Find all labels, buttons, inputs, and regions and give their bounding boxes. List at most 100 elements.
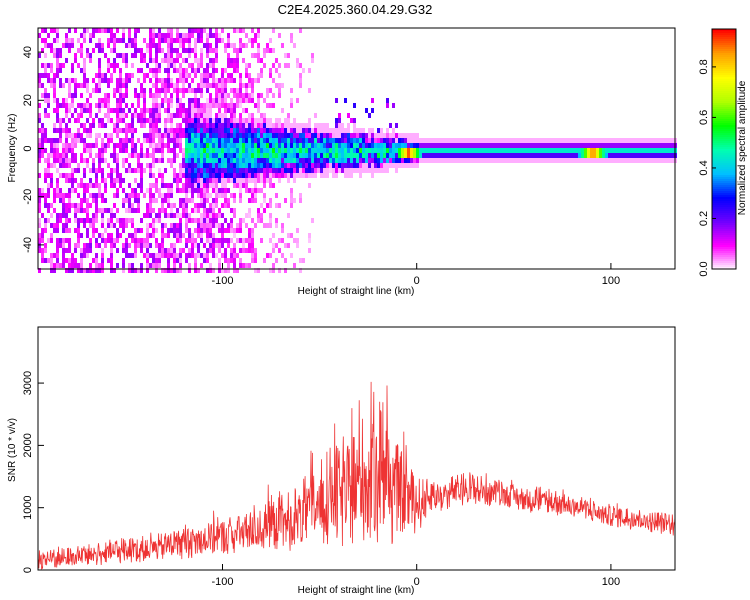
spectrogram-cell xyxy=(194,73,197,78)
spectrogram-cell xyxy=(194,253,197,258)
spectrogram-cell xyxy=(47,153,50,158)
spectrogram-cell xyxy=(44,43,47,48)
spectrogram-cell xyxy=(74,243,77,248)
spectrogram-cell xyxy=(428,138,431,143)
spectrogram-cell xyxy=(107,118,110,123)
spectrogram-cell xyxy=(215,68,218,73)
spectrogram-cell xyxy=(209,163,212,168)
spectrogram-cell xyxy=(548,138,551,143)
spectrogram-cell xyxy=(227,258,230,263)
spectrogram-cell xyxy=(233,108,236,113)
spectrogram-cell xyxy=(80,183,83,188)
spectrogram-cell xyxy=(317,133,320,138)
spectrogram-cell xyxy=(188,123,191,128)
spectrogram-cell xyxy=(179,258,182,263)
spectrogram-cell xyxy=(215,213,218,218)
spectrogram-cell xyxy=(524,158,527,163)
spectrogram-cell xyxy=(50,63,53,68)
spectrogram-cell xyxy=(221,223,224,228)
spectrogram-cell xyxy=(410,158,413,163)
spectrogram-cell xyxy=(242,243,245,248)
spectrogram-cell xyxy=(251,168,254,173)
spectrogram-cell xyxy=(398,153,401,158)
colorbar-strip xyxy=(712,99,736,101)
spectrogram-cell xyxy=(38,243,41,248)
spectrogram-cell xyxy=(65,143,68,148)
spectrogram-cell xyxy=(98,158,101,163)
spectrogram-cell xyxy=(53,78,56,83)
colorbar-strip xyxy=(712,121,736,123)
spectrogram-cell xyxy=(245,73,248,78)
spectrogram-cell xyxy=(371,168,374,173)
spectrogram-cell xyxy=(380,168,383,173)
spectrogram-cell xyxy=(434,138,437,143)
spectrogram-cell xyxy=(41,133,44,138)
spectrogram-cell xyxy=(215,183,218,188)
spectrogram-cell xyxy=(137,153,140,158)
spectrogram-cell xyxy=(236,133,239,138)
spectrogram-cell xyxy=(236,93,239,98)
spectrogram-cell xyxy=(170,158,173,163)
spectrogram-cell xyxy=(173,128,176,133)
spectrogram-cell xyxy=(179,178,182,183)
spectrogram-cell xyxy=(653,138,656,143)
spectrogram-cell xyxy=(272,123,275,128)
spectrogram-cell xyxy=(275,258,278,263)
spectrogram-cell xyxy=(269,38,272,43)
spectrogram-cell xyxy=(152,128,155,133)
spectrogram-cell xyxy=(143,98,146,103)
spectrogram-cell xyxy=(359,133,362,138)
spectrogram-cell xyxy=(257,143,260,148)
spectrogram-cell xyxy=(107,223,110,228)
spectrogram-cell xyxy=(59,238,62,243)
spectrogram-cell xyxy=(80,113,83,118)
spectrogram-cell xyxy=(614,148,617,153)
spectrogram-cell xyxy=(377,133,380,138)
spectrogram-cell xyxy=(269,153,272,158)
spectrogram-cell xyxy=(308,133,311,138)
spectrogram-cell xyxy=(242,93,245,98)
spectrogram-cell xyxy=(110,253,113,258)
colorbar-strip xyxy=(712,129,736,131)
spectrogram-cell xyxy=(362,128,365,133)
spectrogram-cell xyxy=(113,88,116,93)
colorbar-strip xyxy=(712,59,736,61)
spectrogram-cell xyxy=(629,148,632,153)
spectrogram-cell xyxy=(89,143,92,148)
spectrogram-cell xyxy=(326,153,329,158)
spectrogram-cell xyxy=(272,48,275,53)
colorbar-strip xyxy=(712,181,736,183)
spectrogram-cell xyxy=(251,128,254,133)
spectrogram-cell xyxy=(143,238,146,243)
spectrogram-cell xyxy=(215,48,218,53)
spectrogram-cell xyxy=(314,133,317,138)
spectrogram-cell xyxy=(467,148,470,153)
spectrogram-cell xyxy=(209,108,212,113)
spectrogram-cell xyxy=(113,238,116,243)
spectrogram-cell xyxy=(140,238,143,243)
spectrogram-cell xyxy=(212,153,215,158)
spectrogram-cell xyxy=(299,268,302,273)
spectrogram-cell xyxy=(275,218,278,223)
spectrogram-cell xyxy=(236,253,239,258)
spectrogram-cell xyxy=(41,83,44,88)
spectrogram-cell xyxy=(206,258,209,263)
spectrogram-cell xyxy=(56,143,59,148)
spectrogram-cell xyxy=(221,103,224,108)
spectrogram-cell xyxy=(272,173,275,178)
spectrogram-cell xyxy=(491,158,494,163)
spectrogram-cell xyxy=(110,178,113,183)
spectrogram-cell xyxy=(209,238,212,243)
spectrogram-cell xyxy=(185,173,188,178)
spectrogram-cell xyxy=(614,158,617,163)
spectrogram-cell xyxy=(110,63,113,68)
spectrogram-cell xyxy=(470,158,473,163)
spectrogram-cell xyxy=(299,158,302,163)
spectrogram-cell xyxy=(68,263,71,268)
spectrogram-cell xyxy=(326,148,329,153)
spectrogram-cell xyxy=(92,48,95,53)
spectrogram-cell xyxy=(404,138,407,143)
spectrogram-cell xyxy=(239,103,242,108)
spectrogram-cell xyxy=(50,238,53,243)
spectrogram-cell xyxy=(155,228,158,233)
